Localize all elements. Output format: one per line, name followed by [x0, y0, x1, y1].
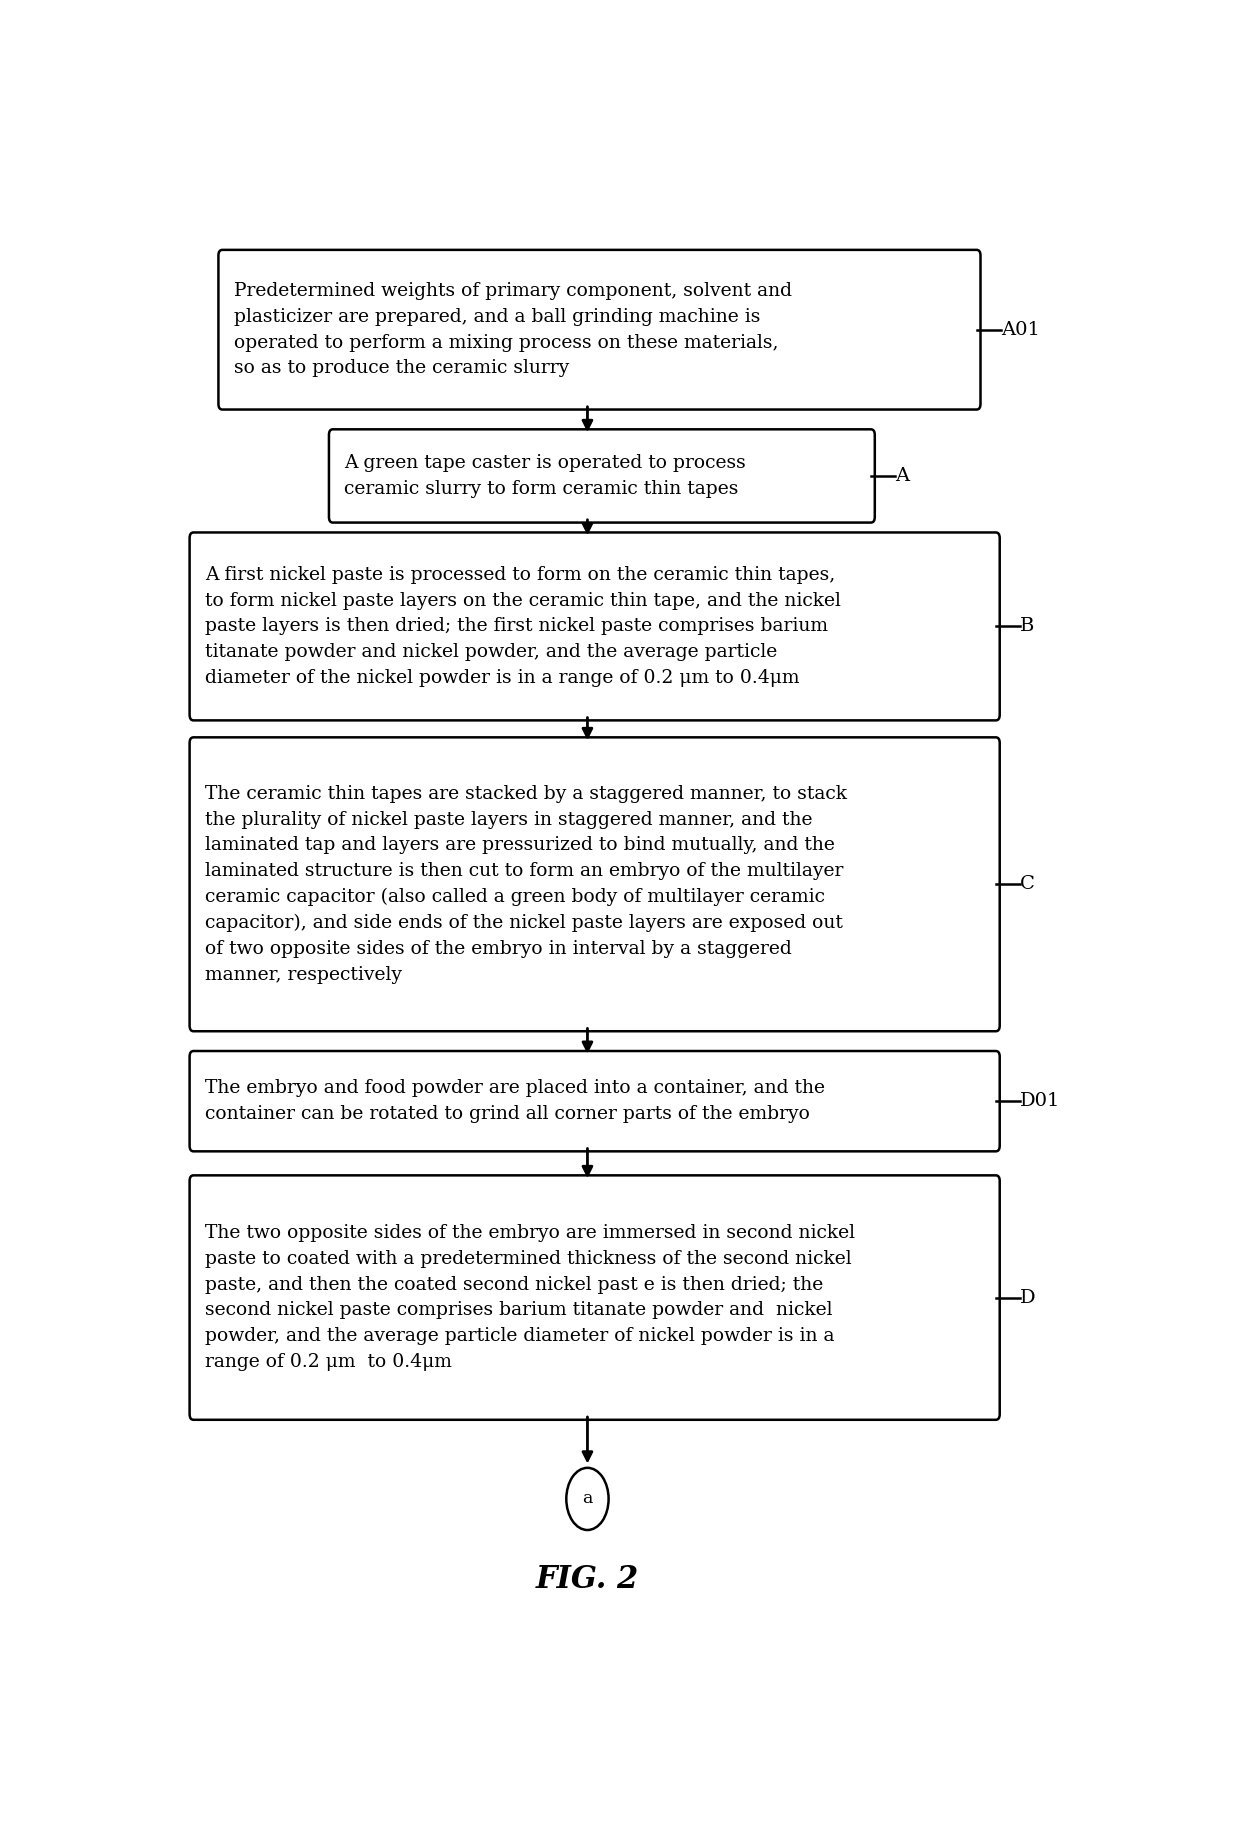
Text: The two opposite sides of the embryo are immersed in second nickel
paste to coat: The two opposite sides of the embryo are…	[205, 1224, 854, 1371]
Text: a: a	[583, 1490, 593, 1507]
Text: A: A	[895, 466, 909, 484]
FancyBboxPatch shape	[190, 1176, 999, 1420]
FancyBboxPatch shape	[190, 532, 999, 721]
Text: D01: D01	[1019, 1092, 1060, 1110]
FancyBboxPatch shape	[190, 738, 999, 1031]
Text: A01: A01	[1001, 321, 1039, 339]
Text: D: D	[1019, 1288, 1035, 1307]
Text: A first nickel paste is processed to form on the ceramic thin tapes,
to form nic: A first nickel paste is processed to for…	[205, 565, 841, 686]
Text: C: C	[1019, 875, 1034, 894]
Text: The ceramic thin tapes are stacked by a staggered manner, to stack
the plurality: The ceramic thin tapes are stacked by a …	[205, 785, 847, 984]
FancyBboxPatch shape	[329, 429, 874, 523]
Text: FIG. 2: FIG. 2	[536, 1563, 639, 1595]
Text: The embryo and food powder are placed into a container, and the
container can be: The embryo and food powder are placed in…	[205, 1079, 825, 1123]
Text: Predetermined weights of primary component, solvent and
plasticizer are prepared: Predetermined weights of primary compone…	[234, 283, 792, 378]
FancyBboxPatch shape	[218, 250, 981, 409]
FancyBboxPatch shape	[190, 1051, 999, 1151]
Text: A green tape caster is operated to process
ceramic slurry to form ceramic thin t: A green tape caster is operated to proce…	[345, 453, 746, 497]
Text: B: B	[1019, 617, 1034, 635]
